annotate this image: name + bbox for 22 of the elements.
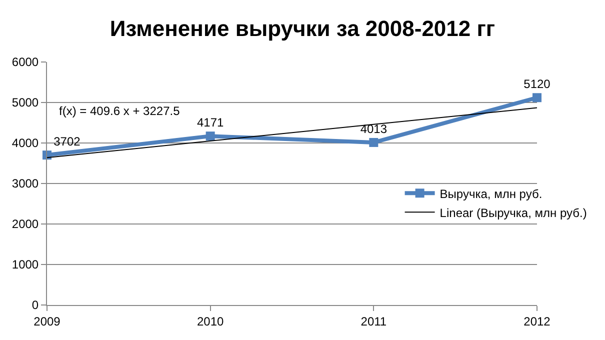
x-tick-label: 2011 xyxy=(360,314,387,328)
y-tick-label: 3000 xyxy=(12,176,39,191)
y-tick-label: 4000 xyxy=(12,136,39,150)
legend-label: Выручка, млн руб. xyxy=(440,186,542,201)
y-tick-label: 1000 xyxy=(12,258,39,272)
point xyxy=(206,132,215,141)
point xyxy=(369,138,378,147)
annotation: f(x) = 409.6 x + 3227.5 xyxy=(59,104,180,118)
y-tick-label: 6000 xyxy=(12,55,39,70)
x-tick-label: 2010 xyxy=(196,314,224,328)
data-label: 4013 xyxy=(360,122,388,136)
x-tick-label: 2009 xyxy=(34,314,61,328)
y-tick-label: 2000 xyxy=(12,217,39,232)
y-tick-label: 0 xyxy=(32,298,39,312)
legend-label: Linear (Выручка, млн руб.) xyxy=(440,206,587,220)
chart-title: Изменение выручки за 2008-2012 гг xyxy=(110,16,496,41)
point xyxy=(532,93,542,102)
data-label: 5120 xyxy=(524,77,551,92)
x-tick-label: 2012 xyxy=(524,314,551,328)
y-tick-label: 5000 xyxy=(12,96,39,110)
data-label: 3702 xyxy=(54,134,81,148)
data-label: 4171 xyxy=(196,115,224,130)
